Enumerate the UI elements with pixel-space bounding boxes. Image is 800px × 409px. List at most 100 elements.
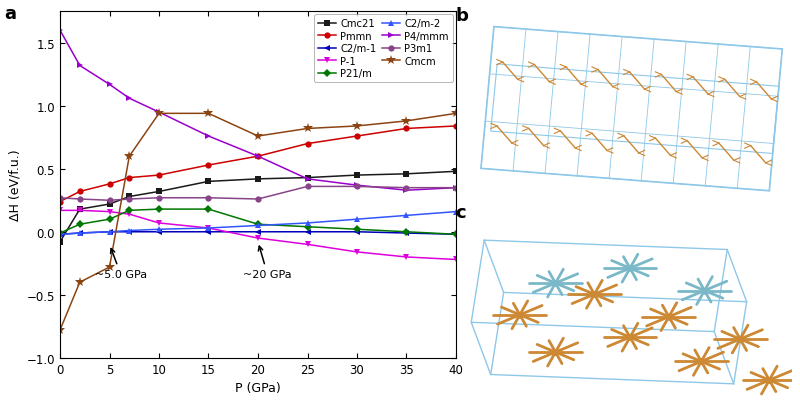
P4/mmm (302, 177, 312, 182)
C2/m-2 (105, 230, 114, 235)
Cmc21 (55, 240, 65, 245)
Line: Cmcm: Cmcm (55, 109, 461, 335)
C2/m-1 (105, 230, 114, 235)
P3m1 (105, 198, 114, 203)
Cmcm (125, 154, 134, 159)
Cmc21 (75, 207, 85, 212)
Cmcm (352, 124, 362, 129)
Pmmn (253, 154, 262, 159)
C2/m-2 (125, 229, 134, 234)
C2/m-1 (253, 230, 262, 235)
P21/m (402, 230, 411, 235)
Line: Cmc21: Cmc21 (57, 169, 459, 245)
P3m1 (402, 186, 411, 191)
Pmmn (302, 142, 312, 147)
C2/m-2 (204, 226, 214, 231)
Cmc21 (253, 177, 262, 182)
X-axis label: P (GPa): P (GPa) (235, 381, 281, 394)
C2/m-1 (55, 232, 65, 237)
P-1 (55, 208, 65, 213)
Cmcm (154, 112, 164, 117)
P3m1 (253, 197, 262, 202)
Pmmn (154, 173, 164, 178)
Cmcm (105, 265, 114, 270)
P4/mmm (125, 97, 134, 101)
P21/m (451, 232, 461, 237)
C2/m-2 (451, 210, 461, 215)
P3m1 (352, 184, 362, 189)
P3m1 (154, 196, 164, 201)
P3m1 (55, 196, 65, 201)
Line: P21/m: P21/m (57, 207, 459, 238)
P21/m (352, 227, 362, 232)
P4/mmm (402, 188, 411, 193)
C2/m-1 (451, 232, 461, 237)
Text: b: b (455, 7, 468, 25)
Text: ~5.0 GPa: ~5.0 GPa (94, 249, 146, 279)
Legend: Cmc21, Pmmn, C2/m-1, P-1, P21/m, C2/m-2, P4/mmm, P3m1, Cmcm: Cmc21, Pmmn, C2/m-1, P-1, P21/m, C2/m-2,… (314, 15, 453, 83)
Cmcm (451, 112, 461, 117)
P-1 (204, 226, 214, 231)
Pmmn (75, 189, 85, 194)
Pmmn (105, 182, 114, 187)
C2/m-1 (125, 230, 134, 235)
Cmcm (402, 119, 411, 124)
C2/m-1 (402, 231, 411, 236)
P-1 (75, 208, 85, 213)
P-1 (402, 255, 411, 260)
Pmmn (55, 200, 65, 204)
Cmc21 (105, 202, 114, 207)
Cmcm (55, 328, 65, 333)
P21/m (154, 207, 164, 212)
Line: P3m1: P3m1 (57, 184, 459, 204)
C2/m-1 (352, 230, 362, 235)
C2/m-2 (253, 223, 262, 228)
P-1 (105, 210, 114, 215)
C2/m-2 (352, 217, 362, 222)
C2/m-2 (75, 231, 85, 236)
P4/mmm (352, 183, 362, 188)
P-1 (451, 257, 461, 262)
P4/mmm (253, 154, 262, 159)
Line: C2/m-1: C2/m-1 (57, 229, 459, 238)
Pmmn (352, 134, 362, 139)
P4/mmm (154, 110, 164, 115)
C2/m-1 (154, 230, 164, 235)
Y-axis label: ΔH (eV/f.u.): ΔH (eV/f.u.) (8, 149, 21, 221)
P3m1 (75, 197, 85, 202)
Cmc21 (125, 195, 134, 200)
P4/mmm (105, 83, 114, 88)
P4/mmm (75, 64, 85, 69)
P3m1 (302, 184, 312, 189)
P21/m (253, 222, 262, 227)
C2/m-2 (154, 227, 164, 232)
Cmcm (204, 112, 214, 117)
C2/m-1 (204, 230, 214, 235)
Pmmn (451, 124, 461, 129)
Cmcm (253, 134, 262, 139)
P21/m (105, 217, 114, 222)
P-1 (154, 221, 164, 226)
Cmc21 (302, 176, 312, 181)
Pmmn (402, 127, 411, 132)
P4/mmm (451, 186, 461, 191)
Cmc21 (451, 169, 461, 174)
Text: ~20 GPa: ~20 GPa (243, 247, 292, 279)
P21/m (302, 225, 312, 229)
Text: c: c (455, 203, 466, 221)
C2/m-1 (75, 231, 85, 236)
P-1 (352, 250, 362, 255)
Line: P4/mmm: P4/mmm (57, 28, 459, 194)
P4/mmm (204, 134, 214, 139)
Pmmn (125, 176, 134, 181)
Cmc21 (352, 173, 362, 178)
C2/m-2 (302, 221, 312, 226)
C2/m-2 (402, 213, 411, 218)
Line: Pmmn: Pmmn (57, 124, 459, 205)
P21/m (125, 208, 134, 213)
Text: a: a (5, 5, 17, 23)
Cmc21 (204, 180, 214, 184)
P3m1 (451, 186, 461, 191)
Cmc21 (402, 172, 411, 177)
Pmmn (204, 163, 214, 168)
